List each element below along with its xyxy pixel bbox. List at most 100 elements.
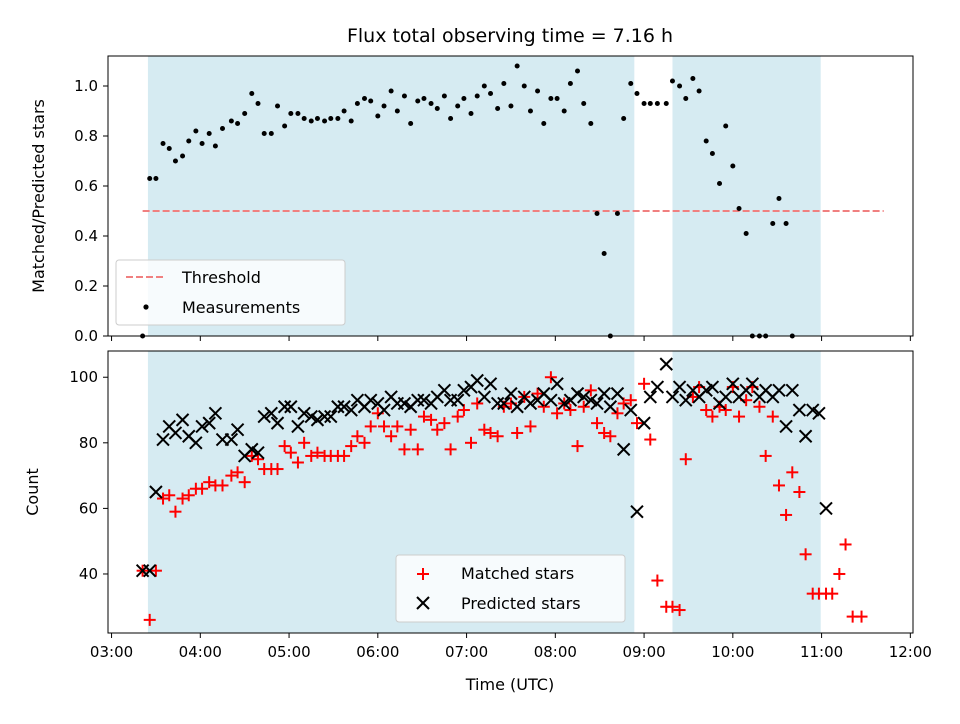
- top-y-tick-label: 0.8: [74, 127, 98, 145]
- predicted-star-point: [812, 406, 826, 421]
- matched-star-point: [537, 400, 550, 413]
- measurement-point: [481, 83, 487, 89]
- predicted-star-point: [310, 413, 325, 427]
- predicted-star-point: [284, 400, 298, 414]
- measurement-point: [647, 101, 653, 106]
- bottom-y-tick-label: 60: [79, 499, 98, 517]
- matched-star-point: [706, 410, 719, 423]
- matched-star-point: [451, 410, 464, 423]
- predicted-star-point: [291, 419, 305, 434]
- measurement-point: [354, 101, 360, 106]
- measurement-point: [703, 138, 709, 144]
- measurement-point: [588, 121, 594, 126]
- measurement-point: [683, 96, 689, 101]
- legend-measurements-swatch: [143, 304, 149, 310]
- predicted-star-point: [792, 403, 807, 417]
- matched-star-point: [411, 443, 424, 456]
- predicted-star-point: [450, 393, 465, 407]
- matched-star-point: [855, 610, 868, 623]
- matched-star-point: [143, 613, 156, 626]
- measurement-point: [709, 151, 715, 156]
- predicted-star-point: [584, 393, 598, 407]
- matched-star-point: [679, 453, 692, 466]
- bottom-panel: 40 60 80 100 03:00 04:00 05:00 06:00 07:00 08:00…: [23, 350, 932, 694]
- measurement-point: [601, 251, 607, 256]
- measurement-point: [495, 106, 501, 111]
- predicted-star-point: [544, 393, 558, 407]
- predicted-star-point: [705, 380, 720, 394]
- legend-predicted-label: Predicted stars: [461, 594, 581, 613]
- matched-star-point: [163, 489, 176, 502]
- matched-star-point: [225, 469, 238, 482]
- measurement-point: [193, 128, 199, 134]
- matched-star-point: [484, 426, 497, 439]
- measurement-point: [388, 88, 394, 94]
- matched-star-point: [284, 446, 297, 459]
- predicted-star-point: [504, 386, 518, 401]
- predicted-star-point: [672, 380, 687, 394]
- predicted-star-point: [497, 396, 511, 411]
- matched-star-point: [577, 400, 590, 413]
- matched-star-point: [524, 420, 537, 433]
- predicted-star-point: [149, 485, 163, 499]
- measurement-point: [614, 211, 620, 216]
- matched-star-point: [564, 404, 577, 417]
- measurement-point: [261, 131, 267, 136]
- measurement-point: [717, 181, 723, 186]
- predicted-star-point: [490, 396, 505, 411]
- matched-star-point: [385, 430, 398, 443]
- predicted-star-point: [610, 386, 625, 401]
- x-tick-label: 09:00: [622, 643, 665, 661]
- measurement-point: [186, 138, 192, 144]
- top-shade-band-1: [672, 56, 821, 336]
- top-legend: Threshold Measurements: [115, 259, 346, 326]
- x-tick-label: 12:00: [889, 643, 932, 661]
- predicted-star-point: [699, 383, 713, 398]
- measurement-point: [474, 93, 480, 99]
- predicted-star-point: [665, 390, 680, 404]
- matched-star-point: [364, 420, 377, 433]
- predicted-star-point: [297, 406, 311, 421]
- matched-star-point: [753, 400, 766, 413]
- measurement-point: [172, 158, 178, 164]
- predicted-star-point: [277, 400, 292, 414]
- measurement-point: [199, 141, 205, 146]
- predicted-star-point: [195, 419, 209, 434]
- measurement-point: [501, 81, 507, 86]
- measurement-point: [335, 116, 341, 121]
- predicted-star-point: [726, 377, 740, 391]
- legend-threshold-label: Threshold: [181, 268, 261, 287]
- matched-star-point: [839, 538, 852, 551]
- measurement-point: [527, 108, 533, 114]
- measurement-point: [153, 176, 159, 181]
- predicted-star-point: [603, 400, 618, 414]
- matched-star-point: [358, 436, 371, 449]
- measurement-point: [408, 121, 414, 126]
- measurement-point: [361, 96, 367, 101]
- legend-predicted-swatch: [416, 596, 430, 610]
- predicted-star-point: [143, 563, 157, 578]
- measurement-point: [308, 118, 314, 124]
- matched-star-point: [780, 508, 793, 521]
- measurement-point: [508, 103, 514, 109]
- matched-star-point: [457, 404, 470, 417]
- matched-star-point: [444, 443, 457, 456]
- predicted-star-point: [168, 426, 183, 440]
- measurement-point: [783, 221, 789, 226]
- predicted-star-point: [470, 373, 484, 388]
- measurement-point: [275, 103, 281, 109]
- x-tick-label: 08:00: [534, 643, 577, 661]
- legend-measurements-label: Measurements: [182, 298, 300, 317]
- measurement-point: [268, 131, 274, 136]
- matched-star-point: [719, 404, 732, 417]
- predicted-star-point: [189, 436, 203, 450]
- matched-star-point: [465, 436, 478, 449]
- matched-star-point: [251, 453, 264, 466]
- measurement-point: [328, 116, 334, 121]
- predicted-star-point: [477, 390, 492, 404]
- matched-star-point: [666, 600, 679, 613]
- predicted-star-point: [679, 393, 693, 407]
- measurement-point: [669, 78, 675, 84]
- bottom-plot-frame: [107, 350, 914, 634]
- predicted-star-point: [590, 396, 604, 411]
